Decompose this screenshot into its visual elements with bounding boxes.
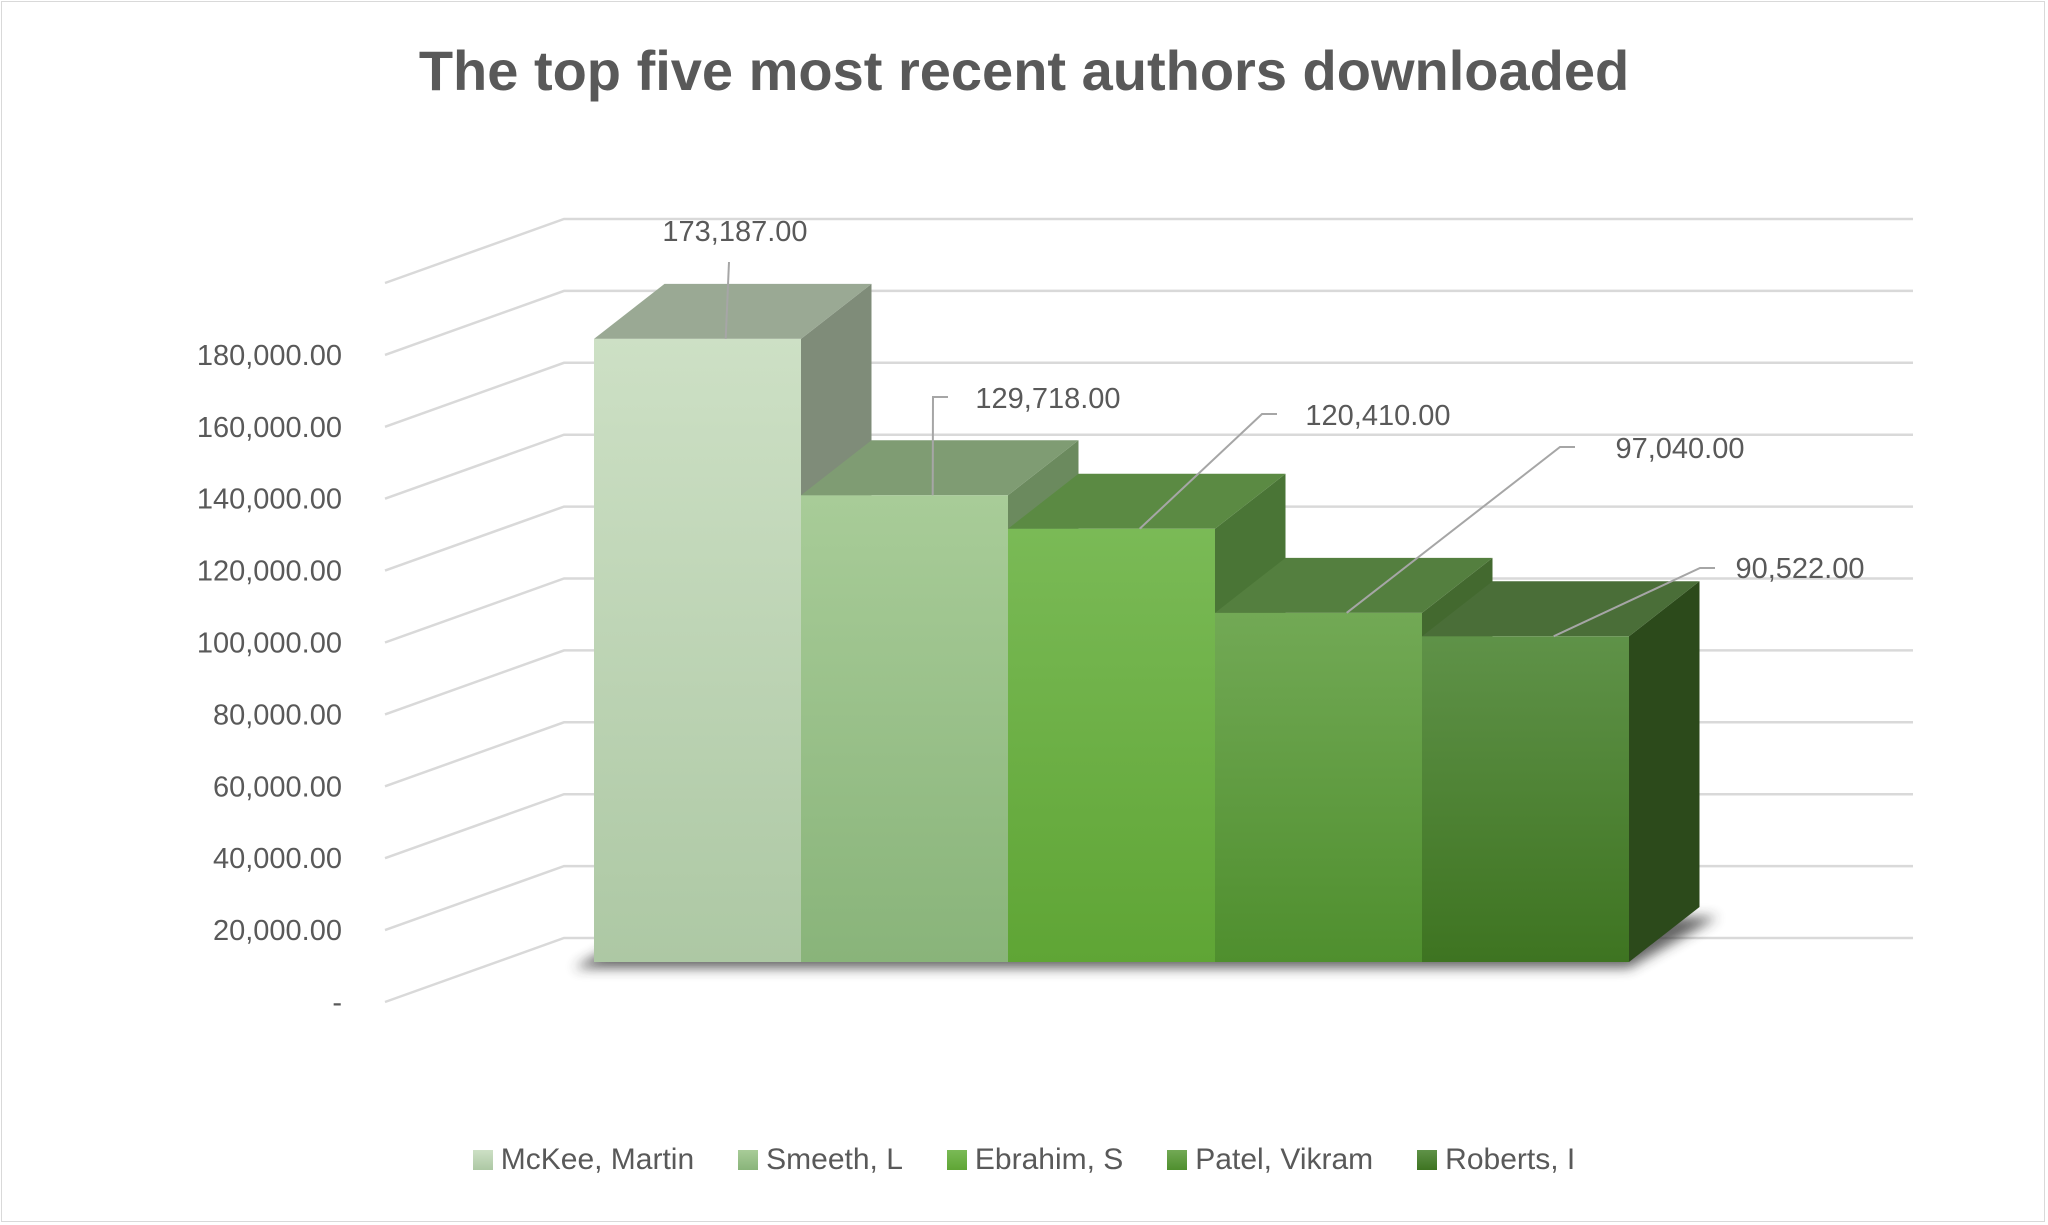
legend-item: Ebrahim, S	[946, 1143, 1124, 1177]
legend-item: Patel, Vikram	[1167, 1143, 1373, 1177]
leader-line	[1553, 567, 1715, 638]
legend-label: Smeeth, L	[766, 1143, 903, 1176]
data-label: 129,718.00	[975, 383, 1120, 415]
y-tick-label: 60,000.00	[213, 771, 342, 803]
gridline	[384, 289, 1913, 357]
chart-title: The top five most recent authors downloa…	[418, 39, 1630, 102]
legend-swatch	[1167, 1150, 1188, 1170]
legend-label: McKee, Martin	[500, 1143, 695, 1176]
gridline	[384, 505, 1913, 572]
y-tick-label: 140,000.00	[197, 484, 342, 516]
y-tick-label: 20,000.00	[213, 915, 342, 947]
data-label: 173,187.00	[662, 216, 807, 248]
bar-top	[1008, 473, 1286, 529]
legend: McKee, Martin Smeeth, L Ebrahim, S Patel, V…	[0, 1143, 2048, 1177]
legend-item: McKee, Martin	[472, 1143, 695, 1177]
leader-line	[931, 396, 948, 496]
bar-side	[1629, 581, 1700, 962]
bar-5	[1422, 581, 1700, 962]
legend-item: Roberts, I	[1417, 1143, 1575, 1177]
legend-label: Roberts, I	[1445, 1143, 1576, 1176]
y-tick-label: 40,000.00	[213, 843, 342, 875]
bar-top	[1422, 581, 1700, 637]
bar-top	[801, 440, 1079, 496]
data-label: 120,410.00	[1305, 400, 1450, 432]
bar-top	[1215, 557, 1493, 613]
gridline	[384, 361, 1913, 428]
legend-swatch	[1417, 1150, 1438, 1170]
legend-swatch	[472, 1150, 493, 1170]
y-tick-label: 180,000.00	[197, 340, 342, 372]
leader-line	[724, 261, 730, 339]
y-tick-label: 160,000.00	[197, 412, 342, 444]
bar-front	[1008, 528, 1215, 962]
y-tick-label: 100,000.00	[197, 628, 342, 660]
bar-front	[801, 495, 1008, 962]
y-tick-label: 80,000.00	[213, 699, 342, 731]
gridline	[384, 217, 1913, 285]
data-label: 90,522.00	[1735, 553, 1864, 585]
legend-swatch	[946, 1150, 967, 1170]
bar-top	[594, 283, 872, 339]
gridline	[384, 433, 1913, 500]
y-tick-label: 120,000.00	[197, 556, 342, 588]
bar-front	[1215, 612, 1422, 962]
bar-front	[594, 338, 801, 962]
legend-label: Ebrahim, S	[974, 1143, 1124, 1176]
legend-item: Smeeth, L	[738, 1143, 903, 1177]
legend-label: Patel, Vikram	[1195, 1143, 1374, 1176]
leader-line	[1139, 413, 1277, 530]
data-label: 97,040.00	[1615, 433, 1744, 465]
leader-line	[1346, 446, 1575, 614]
legend-swatch	[738, 1150, 759, 1170]
y-tick-label: -	[332, 987, 342, 1019]
bar-front	[1422, 636, 1629, 962]
